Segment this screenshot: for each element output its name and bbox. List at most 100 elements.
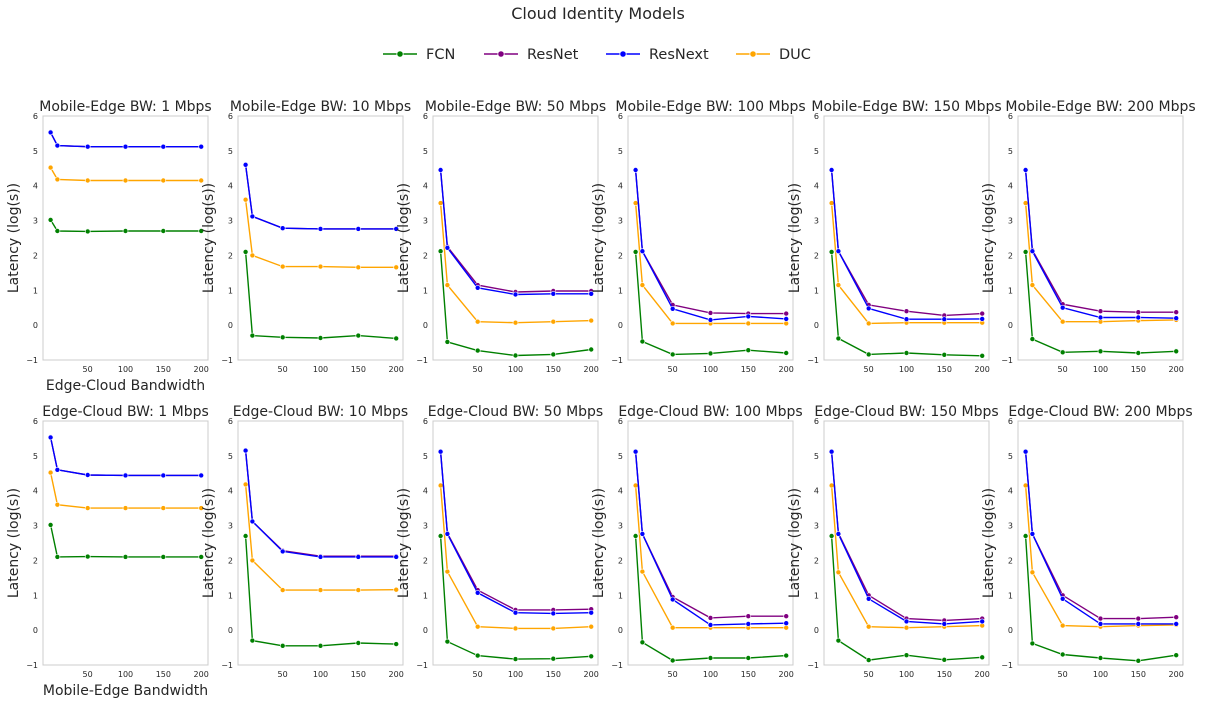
data-point-fcn bbox=[783, 652, 790, 659]
data-point-resnext bbox=[122, 143, 129, 150]
y-tick-label: 1 bbox=[228, 591, 233, 600]
series-line-fcn bbox=[244, 535, 397, 647]
data-point-fcn bbox=[444, 339, 451, 345]
y-tick-label: 2 bbox=[1008, 556, 1013, 565]
data-point-resnet bbox=[1173, 614, 1179, 621]
y-tick-label: −1 bbox=[611, 661, 623, 670]
data-point-resnext bbox=[707, 622, 714, 628]
panel-title: Edge-Cloud BW: 100 Mbps bbox=[618, 404, 802, 420]
series-line-resnet bbox=[634, 451, 787, 619]
y-tick-label: 3 bbox=[228, 217, 233, 226]
x-tick-label: 100 bbox=[899, 670, 914, 679]
y-tick-label: 3 bbox=[423, 522, 428, 531]
data-point-fcn bbox=[198, 228, 204, 234]
series-line-resnet bbox=[439, 169, 592, 293]
data-point-fcn bbox=[317, 642, 324, 649]
y-tick-label: 0 bbox=[33, 321, 38, 330]
panel-6: Mobile-Edge BW: 200 Mbps −1 0 1 2 3 4 5 6 50 100 15… bbox=[981, 99, 1196, 374]
data-point-resnext bbox=[1135, 621, 1142, 627]
y-axis-label: Latency (log(s)) bbox=[787, 183, 803, 293]
panel-frame bbox=[42, 115, 209, 361]
data-point-duc bbox=[393, 586, 400, 593]
data-point-fcn bbox=[279, 642, 286, 649]
y-tick-label: 3 bbox=[1008, 217, 1013, 226]
data-point-duc bbox=[279, 587, 286, 593]
panel-frame bbox=[432, 115, 599, 361]
y-tick-label: 4 bbox=[618, 487, 623, 496]
data-point-resnet bbox=[1135, 309, 1142, 316]
data-point-resnext bbox=[47, 434, 54, 441]
y-tick-label: 0 bbox=[814, 321, 819, 330]
data-point-resnext bbox=[745, 313, 752, 320]
x-tick-label: 150 bbox=[741, 365, 756, 374]
y-tick-label: 5 bbox=[228, 452, 233, 461]
data-point-fcn bbox=[47, 217, 54, 223]
x-tick-label: 100 bbox=[313, 670, 328, 679]
y-tick-label: 0 bbox=[228, 626, 233, 635]
data-point-duc bbox=[1029, 569, 1036, 576]
data-point-fcn bbox=[632, 249, 639, 255]
data-point-fcn bbox=[54, 228, 61, 234]
panel-9: Edge-Cloud BW: 50 Mbps −1 0 1 2 3 4 5 6 50 100 150 2… bbox=[396, 404, 603, 679]
data-point-duc bbox=[54, 501, 61, 508]
panel-frame bbox=[627, 115, 794, 361]
data-point-duc bbox=[669, 320, 676, 327]
data-point-fcn bbox=[47, 522, 54, 528]
data-point-resnext bbox=[198, 472, 204, 479]
y-tick-label: 4 bbox=[33, 487, 38, 496]
data-point-fcn bbox=[84, 553, 91, 560]
y-tick-label: 2 bbox=[33, 251, 38, 260]
data-point-fcn bbox=[437, 248, 444, 254]
data-point-resnext bbox=[632, 448, 639, 455]
series-line-fcn bbox=[1024, 251, 1177, 354]
series-line-resnet bbox=[830, 169, 983, 317]
y-tick-label: 2 bbox=[228, 251, 233, 260]
series-line-resnext bbox=[244, 164, 397, 230]
series-line-resnet bbox=[1024, 451, 1177, 620]
y-tick-label: 0 bbox=[1008, 626, 1013, 635]
series-line-duc bbox=[244, 484, 397, 591]
series-line-resnet bbox=[244, 164, 397, 230]
data-point-fcn bbox=[865, 657, 872, 663]
legend-marker-resnet bbox=[497, 50, 505, 58]
y-axis-label: Latency (log(s)) bbox=[396, 488, 412, 598]
data-point-duc bbox=[1022, 482, 1029, 489]
y-axis-label: Latency (log(s)) bbox=[201, 488, 217, 598]
data-point-resnext bbox=[903, 316, 910, 323]
data-point-fcn bbox=[707, 350, 714, 357]
y-tick-label: 1 bbox=[618, 286, 623, 295]
y-tick-label: 2 bbox=[618, 556, 623, 565]
x-tick-label: 100 bbox=[1093, 670, 1108, 679]
data-point-resnext bbox=[865, 595, 872, 602]
data-point-duc bbox=[198, 505, 204, 511]
panel-title: Mobile-Edge BW: 50 Mbps bbox=[425, 99, 606, 115]
series-line-resnext bbox=[49, 437, 202, 477]
y-tick-label: 5 bbox=[228, 147, 233, 156]
data-point-duc bbox=[47, 164, 54, 171]
y-tick-label: 3 bbox=[814, 217, 819, 226]
data-point-resnext bbox=[249, 213, 256, 220]
y-tick-label: 3 bbox=[33, 522, 38, 531]
panel-frame bbox=[237, 420, 404, 666]
data-point-resnext bbox=[828, 448, 835, 455]
data-point-fcn bbox=[865, 351, 872, 358]
x-tick-label: 100 bbox=[899, 365, 914, 374]
data-point-resnet bbox=[783, 310, 790, 317]
series-line-fcn bbox=[634, 535, 787, 662]
y-tick-label: 6 bbox=[618, 112, 623, 121]
panel-frame bbox=[237, 115, 404, 361]
y-tick-label: 5 bbox=[1008, 147, 1013, 156]
panel-frame bbox=[823, 115, 990, 361]
legend-marker-fcn bbox=[396, 50, 404, 58]
data-point-resnext bbox=[828, 167, 835, 173]
panel-title: Mobile-Edge BW: 10 Mbps bbox=[230, 99, 411, 115]
panel-title: Edge-Cloud BW: 150 Mbps bbox=[814, 404, 998, 420]
series-line-resnext bbox=[244, 450, 397, 558]
y-tick-label: 3 bbox=[814, 522, 819, 531]
series-line-duc bbox=[634, 203, 787, 325]
data-point-fcn bbox=[639, 338, 646, 345]
y-axis-label: Latency (log(s)) bbox=[396, 183, 412, 293]
data-point-resnext bbox=[1022, 167, 1029, 173]
y-tick-label: −1 bbox=[1001, 356, 1013, 365]
data-point-resnext bbox=[941, 316, 948, 323]
